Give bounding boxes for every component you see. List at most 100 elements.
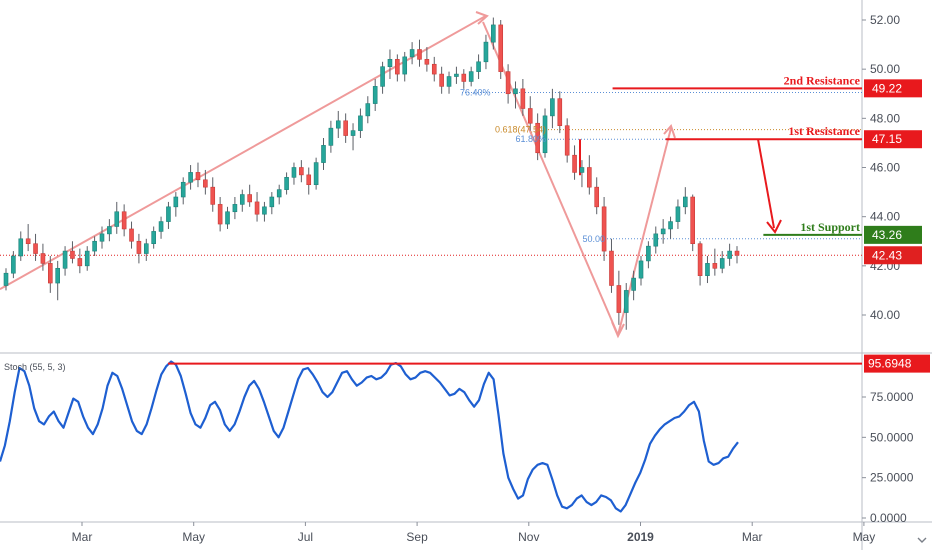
candle-body [107, 226, 112, 235]
candle-body [520, 88, 526, 109]
price-tick-label: 48.00 [870, 111, 900, 125]
candle-body [505, 71, 511, 95]
candle-body [40, 253, 46, 264]
projection-arrowhead [663, 124, 676, 139]
candle-body [734, 250, 740, 256]
candle-body [92, 240, 97, 252]
candle-body [498, 24, 504, 72]
price-tick-label: 46.00 [870, 161, 900, 175]
candle-body [594, 186, 600, 208]
candle-body [114, 211, 120, 227]
collapse-icon[interactable] [917, 537, 927, 543]
candle-body [646, 245, 651, 262]
candle-body [232, 204, 238, 213]
candle-body [513, 88, 518, 95]
candle-body [705, 263, 710, 276]
time-tick-label: May [182, 530, 205, 544]
candle-body [306, 174, 312, 186]
candle-body [254, 201, 260, 215]
time-tick-label: 2019 [627, 530, 654, 544]
candle-body [70, 250, 75, 259]
candle-body [668, 221, 673, 230]
candle-body [321, 145, 326, 163]
level-price-tag-text: 43.26 [872, 228, 902, 242]
candle-body [660, 228, 666, 235]
uptrend-arrowhead [475, 11, 489, 25]
candle-body [284, 177, 289, 190]
level-name: 1st Resistance [788, 124, 860, 138]
stoch-tick-label: 25.0000 [870, 471, 914, 485]
candle-body [276, 189, 282, 198]
candle-body [11, 255, 16, 274]
stoch-level-tag-text: 95.6948 [868, 357, 912, 371]
candle-body [247, 194, 252, 203]
candle-body [387, 59, 393, 68]
candle-body [601, 206, 607, 252]
candle-body [143, 243, 149, 254]
time-tick-label: Sep [406, 530, 428, 544]
candle-body [727, 250, 732, 259]
candle-body [380, 66, 385, 87]
candle-body [631, 277, 636, 291]
candle-body [343, 120, 348, 136]
time-tick-label: Jul [298, 530, 313, 544]
candle-body [468, 71, 474, 82]
candle-body [527, 108, 533, 124]
candle-body [550, 98, 555, 117]
stoch-tick-label: 75.0000 [870, 390, 914, 404]
level-price-tag-text: 47.15 [872, 132, 902, 146]
candle-body [542, 115, 548, 154]
candle-body [609, 250, 614, 286]
candle-body [719, 258, 725, 269]
downswing-line [482, 21, 619, 336]
current-price-tag-text: 42.43 [872, 248, 902, 262]
candle-body [350, 130, 356, 136]
candle-body [99, 233, 105, 242]
candle-body [166, 206, 171, 222]
candle-body [564, 125, 570, 156]
stoch-level-tag [864, 354, 930, 373]
time-tick-label: May [853, 530, 876, 544]
price-tick-label: 50.00 [870, 62, 900, 76]
fib-level-label: 61.80% [515, 134, 546, 144]
candle-body [62, 250, 68, 269]
candle-body [173, 196, 179, 208]
candle-body [77, 258, 83, 267]
candle-body [328, 127, 334, 146]
stoch-line [0, 360, 739, 513]
candle-body [195, 172, 201, 181]
time-tick-label: Nov [518, 530, 539, 544]
candle-body [372, 86, 378, 104]
candle-body [203, 179, 208, 188]
candle-body [210, 186, 216, 205]
candle-body [3, 272, 9, 286]
candle-body [217, 204, 223, 225]
candle-body [431, 63, 437, 75]
level-price-tag [864, 79, 922, 98]
candle-body [579, 167, 585, 173]
candle-body [424, 59, 430, 65]
level-price-tag-text: 49.22 [872, 81, 902, 95]
candle-body [84, 250, 90, 267]
candle-body [446, 76, 452, 87]
level-name: 2nd Resistance [784, 73, 861, 87]
current-price-tag [864, 246, 922, 265]
candle-body [638, 260, 644, 279]
candle-body [33, 243, 38, 254]
candle-body [365, 103, 371, 117]
candle-body [25, 238, 31, 245]
level-price-tag [864, 130, 922, 149]
price-tick-label: 52.00 [870, 13, 900, 27]
candle-body [188, 172, 193, 183]
stoch-tick-label: 0.0000 [870, 511, 907, 525]
candle-body [129, 228, 134, 242]
candle-body [180, 181, 186, 198]
candle-body [395, 59, 400, 75]
candle-body [461, 73, 467, 82]
stoch-tick-label: 50.0000 [870, 430, 914, 444]
candle-body [572, 154, 577, 173]
downswing-arrowhead [611, 321, 625, 339]
candle-body [491, 24, 496, 43]
